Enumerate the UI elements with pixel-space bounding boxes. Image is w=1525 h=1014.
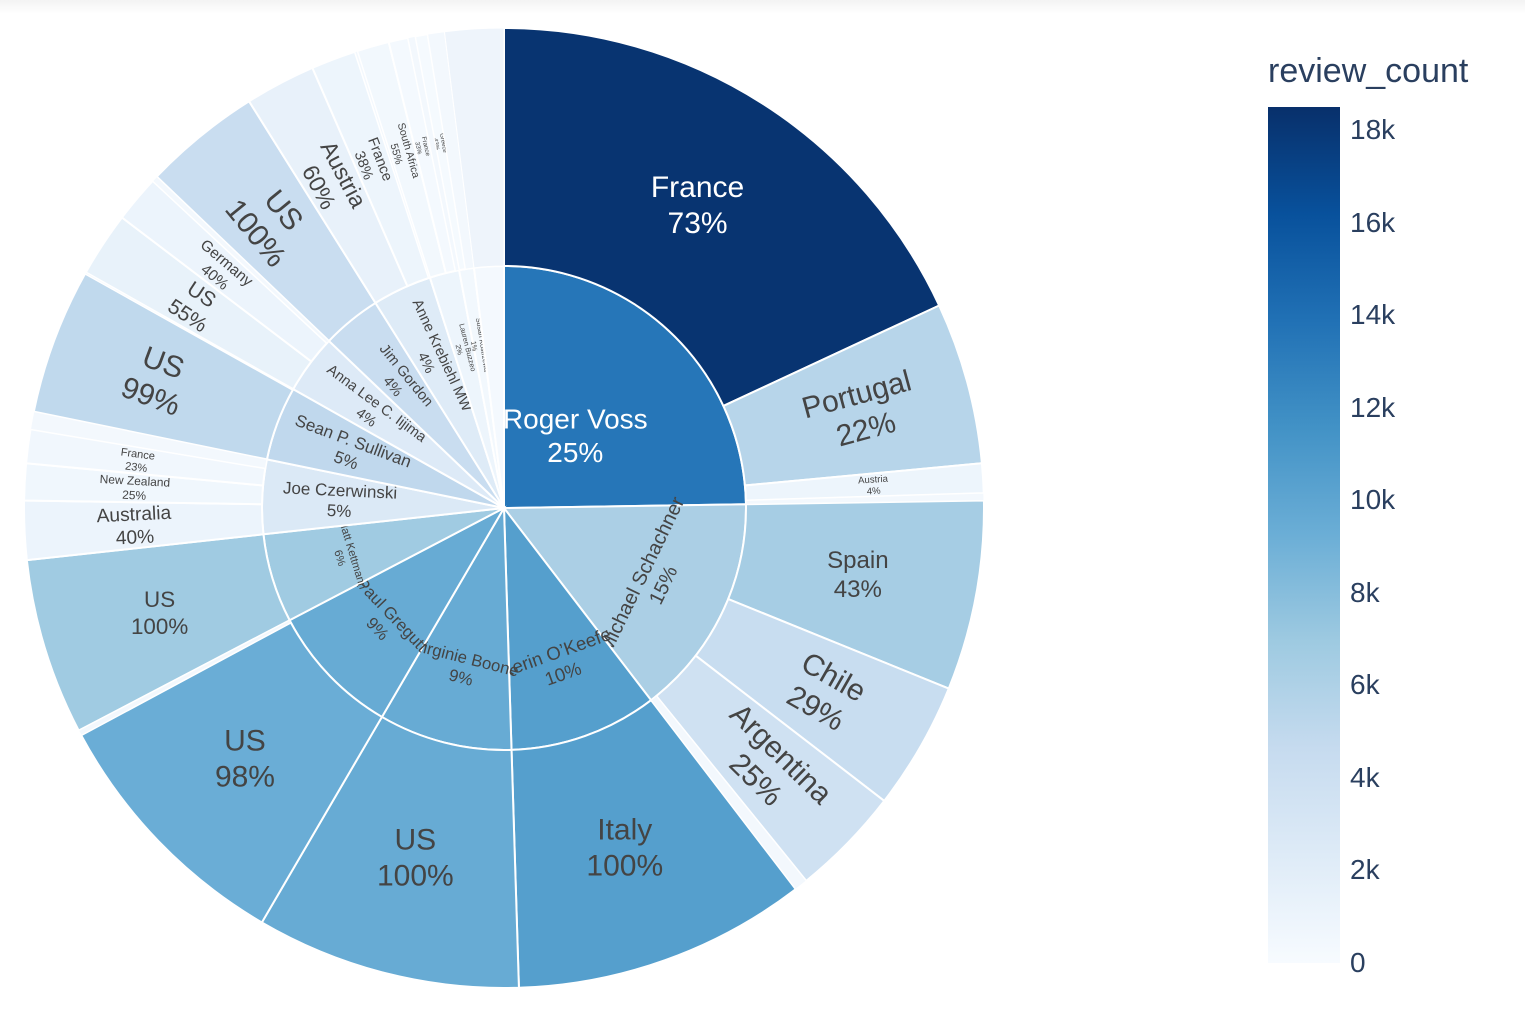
outer-sector-michael-schachner-other[interactable] [650, 695, 807, 890]
outer-label-kerin-o-keefe-italy: Italy 100% [586, 814, 663, 883]
sunburst-sectors: Roger Voss 25%Michael Schachner15%Kerin O… [23, 26, 985, 989]
outer-label-lauren-buzzeo-france: France33% [413, 136, 432, 159]
colorbar-tick-16k: 16k [1350, 206, 1396, 238]
colorbar-tick-12k: 12k [1350, 391, 1396, 423]
outer-sector-joe-czerwinski-other[interactable] [29, 411, 268, 469]
outer-label-joe-czerwinski-france: France23% [118, 447, 155, 476]
outer-sector-roger-voss-france[interactable] [503, 26, 941, 408]
outer-sector-roger-voss-other[interactable] [745, 492, 985, 505]
outer-label-joe-czerwinski-new-zealand: New Zealand25% [99, 472, 171, 504]
colorbar-tick-6k: 6k [1350, 669, 1380, 701]
outer-label-paul-gregutt-us: US 98% [215, 725, 275, 794]
outer-sector-sean-p-sullivan-other[interactable] [84, 271, 294, 391]
colorbar-tick-2k: 2k [1350, 854, 1380, 886]
colorbar-title: review_count [1268, 52, 1469, 90]
colorbar-tick-0: 0 [1350, 947, 1366, 978]
outer-sector-other[interactable] [443, 27, 505, 269]
outer-sector-lauren-buzzeo-other[interactable] [407, 35, 460, 272]
outer-sector-anna-lee-c-iijima-other[interactable] [151, 175, 330, 344]
colorbar-tick-14k: 14k [1350, 299, 1396, 331]
colorbar [1268, 107, 1340, 963]
colorbar-tick-10k: 10k [1350, 484, 1396, 516]
outer-label-roger-voss-austria: Austria4% [858, 474, 890, 498]
outer-label-roger-voss-france: France 73% [651, 171, 744, 240]
colorbar-tick-8k: 8k [1350, 576, 1380, 608]
outer-sector-paul-gregutt-other[interactable] [78, 619, 292, 736]
top-edge [0, 0, 1525, 14]
colorbar-tick-4k: 4k [1350, 761, 1380, 793]
outer-label-joe-czerwinski-australia: Australia40% [96, 503, 173, 550]
colorbar-tick-18k: 18k [1350, 114, 1396, 146]
outer-label-michael-schachner-spain: Spain 43% [827, 547, 889, 603]
outer-label-virginie-boone-us: US 100% [377, 823, 454, 892]
outer-label-matt-kettmann-us: US 100% [131, 587, 188, 639]
outer-sector-anne-krebiehl-mw-other[interactable] [354, 50, 431, 279]
outer-sector-kerin-o-keefe-italy[interactable] [510, 698, 798, 989]
inner-label-roger-voss: Roger Voss 25% [503, 404, 648, 469]
